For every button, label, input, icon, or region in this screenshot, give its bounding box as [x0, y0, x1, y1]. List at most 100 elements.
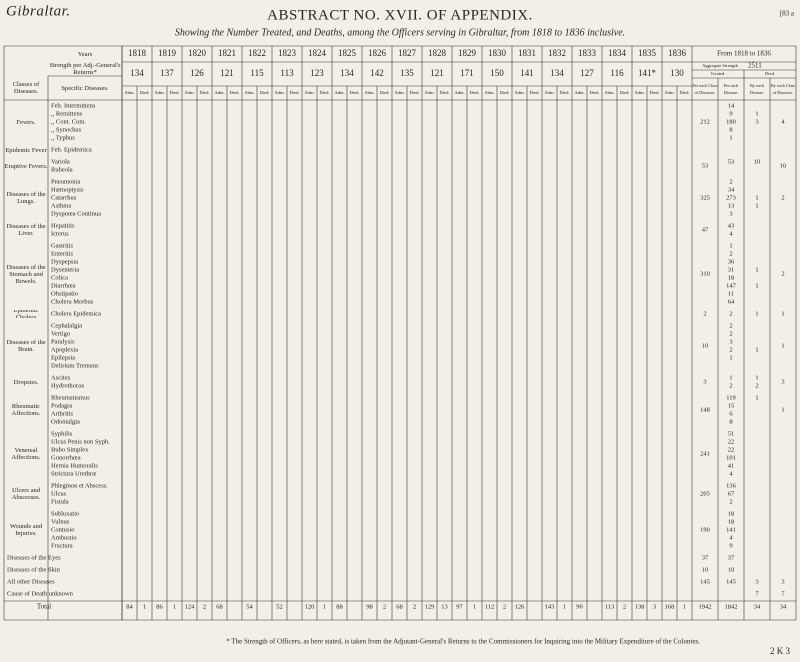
- col-label: Died.: [679, 90, 689, 95]
- col-label: Died.: [379, 90, 389, 95]
- col-label: Died.: [439, 90, 449, 95]
- disease-name: Diarrhœa: [51, 282, 76, 289]
- disease-name: Cholera Morbus: [51, 298, 94, 305]
- total-treated: 1842: [725, 603, 738, 610]
- class-label: Diseases of the Eyes: [7, 554, 61, 561]
- disease-name: Rheumatismus: [51, 394, 90, 401]
- died-class: 1: [781, 406, 784, 413]
- col-label: Died.: [229, 90, 239, 95]
- disease-name: Ulcus: [51, 490, 67, 497]
- class-label-box: Ulcers and Abscesses.: [11, 487, 41, 501]
- header-label: Specific Diseases.: [61, 84, 109, 92]
- treated-disease: 34: [728, 186, 735, 193]
- strength: 135: [400, 68, 414, 78]
- strength: 121: [220, 68, 234, 78]
- disease-name: Hernia Humoralis: [51, 462, 98, 469]
- year: 1826: [368, 48, 387, 58]
- disease-name: Ulcus Penis non Syph.: [51, 438, 110, 445]
- treated-class: 10: [702, 566, 709, 573]
- died-disease: 3: [755, 578, 758, 585]
- strength: 150: [490, 68, 504, 78]
- col-label: Died.: [289, 90, 299, 95]
- treated-disease: 41: [728, 462, 735, 469]
- col-label: Died.: [139, 90, 149, 95]
- total-adm: 124: [185, 603, 196, 610]
- disease-name: ,, Remittens: [51, 110, 83, 117]
- disease-name: Dyspepsia: [51, 258, 78, 265]
- header-label-box: Years: [78, 51, 93, 58]
- disease-name: Podagra: [51, 402, 72, 409]
- year: 1833: [578, 48, 597, 58]
- disease-name: Paralysis: [51, 338, 75, 345]
- running-head: Gibraltar.: [6, 3, 71, 19]
- year: 1828: [428, 48, 447, 58]
- col-label: Adm.: [424, 90, 434, 95]
- treated-disease: 4: [729, 470, 733, 477]
- treated-class: 53: [702, 162, 709, 169]
- col-label: Adm.: [484, 90, 494, 95]
- class-label: Ulcers and Abscesses.: [11, 487, 41, 501]
- total-adm: 68: [396, 603, 403, 610]
- disease-name: ,, Typhus: [51, 134, 75, 141]
- disease-name: Subluxatio: [51, 510, 79, 517]
- disease-name: Gonorrhœa: [51, 454, 81, 461]
- treated-disease: 51: [728, 430, 735, 437]
- treated-class: 145: [700, 578, 710, 585]
- class-label-box: Diseases of the Lungs.: [6, 191, 45, 205]
- treated-disease: 53: [728, 158, 735, 165]
- class-label: Diseases of the Brain.: [6, 339, 46, 353]
- disease-name: Ambustio: [51, 534, 77, 541]
- total-adm: 143: [545, 603, 555, 610]
- disease-name: ,, Synochus: [51, 126, 82, 133]
- treated-disease: 6: [729, 410, 733, 417]
- header-label: Classes of Diseases.: [12, 81, 40, 95]
- died-disease: 1: [755, 346, 758, 353]
- died-disease: 1: [755, 374, 758, 381]
- total-died: 3: [653, 603, 656, 610]
- class-label: Eruptive Fevers.: [4, 162, 48, 170]
- treated-disease: 15: [728, 402, 735, 409]
- total-label: Total: [37, 603, 51, 611]
- total-adm: 126: [515, 603, 526, 610]
- footnote: * The Strength of Officers, as here stat…: [226, 638, 700, 646]
- summary-strength: 2511: [748, 62, 762, 70]
- col-label: Adm.: [154, 90, 164, 95]
- summary-strength-label: Aggregate Strength: [702, 63, 739, 68]
- treated-class: 10: [702, 342, 709, 349]
- disease-name: Ascites: [51, 374, 71, 381]
- died-disease: 1: [755, 266, 758, 273]
- total-died: 34: [754, 603, 761, 610]
- total-died: 1: [173, 603, 176, 610]
- treated-disease: 14: [728, 102, 735, 109]
- col-label: Died.: [409, 90, 419, 95]
- disease-name: Dyspnœa Continua: [51, 210, 101, 217]
- year: 1836: [668, 48, 687, 58]
- disease-name: Enteritis: [51, 250, 73, 257]
- treated-disease: 145: [726, 578, 736, 585]
- treated-class: 310: [700, 270, 710, 277]
- treated-disease: 180: [726, 118, 736, 125]
- strength: 116: [610, 68, 624, 78]
- summary-label: Treated.: [710, 71, 725, 76]
- class-label: Wounds and Injuries.: [9, 523, 43, 537]
- treated-disease: 4: [729, 534, 733, 541]
- disease-name: Rubeola: [51, 166, 73, 173]
- col-label: Adm.: [274, 90, 284, 95]
- disease-name: Feb. Epidemica: [51, 146, 92, 153]
- summary-sub-box: By each Disease.: [750, 83, 764, 95]
- total-died: 2: [413, 603, 416, 610]
- summary-sub: By each Class of Diseases.: [770, 83, 796, 95]
- died-disease: 1: [755, 202, 758, 209]
- col-label: Adm.: [604, 90, 614, 95]
- treated-disease: 10: [728, 566, 735, 573]
- year: 1821: [218, 48, 236, 58]
- treated-disease: 3: [729, 338, 732, 345]
- total-adm: 129: [425, 603, 435, 610]
- col-label: Adm.: [574, 90, 584, 95]
- subtitle: Showing the Number Treated, and Deaths, …: [175, 27, 625, 38]
- disease-name: Contusio: [51, 526, 74, 533]
- treated-disease: 18: [728, 510, 735, 517]
- treated-disease: 2: [729, 382, 732, 389]
- class-label-box: Eruptive Fevers.: [4, 162, 48, 170]
